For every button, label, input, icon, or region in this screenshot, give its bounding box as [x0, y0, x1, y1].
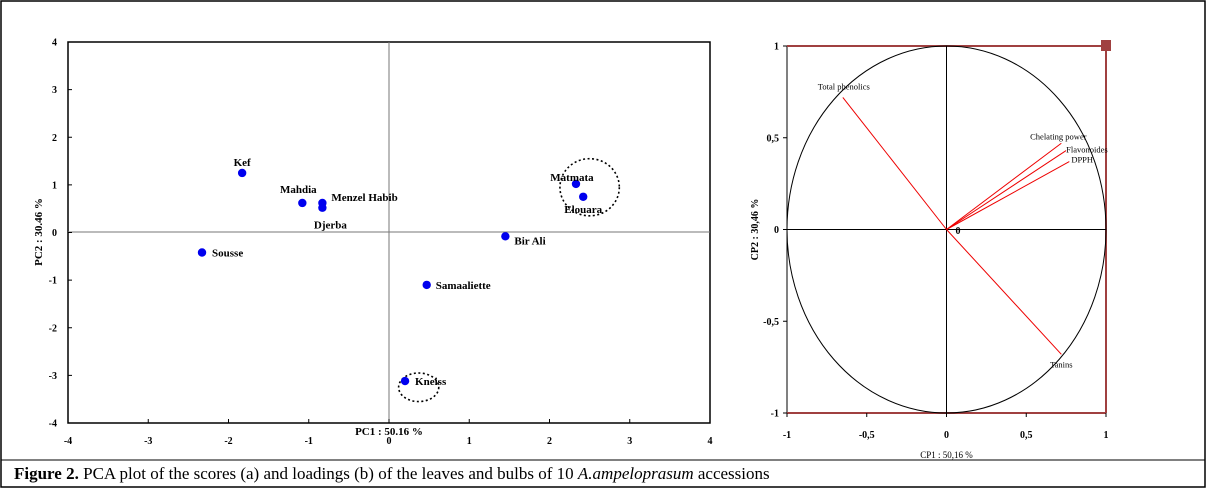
score-point: [400, 376, 410, 386]
loadings-x-tick-label: 1: [1104, 430, 1109, 441]
loadings-x-axis-label: CP1 : 50,16 %: [920, 450, 973, 460]
caption-text: PCA plot of the scores (a) and loadings …: [78, 464, 578, 483]
loadings-y-tick-label: -0,5: [763, 317, 779, 328]
scores-x-tick-label: -1: [305, 436, 313, 447]
scores-x-tick-label: 0: [387, 436, 392, 447]
scores-y-tick-label: -4: [49, 419, 57, 430]
cluster-ellipse: [397, 372, 440, 403]
score-point-label: Sousse: [212, 248, 243, 260]
score-point: [298, 198, 307, 208]
score-point-label: Matmata: [550, 172, 594, 184]
loadings-y-tick-label: 1: [774, 42, 779, 53]
loading-vector-label: Tanins: [1050, 359, 1073, 369]
loadings-x-tick-label: -0,5: [859, 430, 875, 441]
loadings-x-tick-label: 0: [944, 430, 949, 441]
scores-x-tick-label: 3: [627, 436, 632, 447]
scores-plot: -4 -3 -2 -1 0 1 2 3 4 4 3 2 1 0 -1 -2 -3 -4 Kef Mahdia Men…: [33, 38, 713, 448]
score-point-label: Djerba: [314, 220, 347, 232]
score-point-label: Mahdia: [280, 184, 317, 196]
loadings-x-tick-label: -1: [783, 430, 791, 441]
scores-y-axis-label: PC2 : 30.46 %: [33, 198, 45, 266]
loading-vector: [842, 97, 947, 230]
loadings-y-tick-label: 0,5: [767, 133, 780, 144]
figure-caption: Figure 2. PCA plot of the scores (a) and…: [14, 464, 770, 484]
score-point-label: Elouara: [564, 204, 602, 216]
scores-x-axis-label: PC1 : 50.16 %: [355, 426, 423, 438]
scores-x-tick-label: 2: [547, 436, 552, 447]
scores-y-tick-label: -2: [49, 323, 57, 334]
caption-species: A.ampeloprasum: [577, 464, 694, 483]
score-point-label: Kneiss: [415, 376, 447, 388]
scores-y-tick-label: 0: [52, 228, 57, 239]
scores-y-tick-label: -3: [49, 371, 57, 382]
score-point: [422, 280, 431, 290]
loadings-y-tick-label: 0: [774, 225, 779, 236]
score-point: [571, 179, 581, 189]
scores-x-tick-label: 4: [708, 436, 713, 447]
score-point-label: Samaaliette: [436, 280, 491, 292]
scores-y-tick-label: -1: [49, 276, 57, 287]
loadings-y-axis-label: CP2 : 30,46 %: [750, 199, 761, 261]
scores-y-tick-label: 3: [52, 85, 57, 96]
caption-label: Figure 2.: [14, 464, 79, 483]
loading-vector: [946, 229, 1062, 355]
loadings-y-tick-label: -1: [771, 409, 779, 420]
score-point-label: Bir Ali: [514, 235, 545, 247]
scores-x-tick-label: -3: [144, 436, 152, 447]
loadings-plot: -1 -0,5 0 0,5 1 1 0,5 0 -0,5 -1 Total phenolics C…: [750, 40, 1111, 460]
loading-vector: [946, 150, 1067, 230]
score-point: [579, 192, 588, 201]
scores-y-tick-label: 2: [52, 133, 57, 144]
score-point: [237, 168, 247, 178]
scores-x-tick-label: 1: [467, 436, 472, 447]
scores-x-tick-label: -4: [64, 436, 72, 447]
loading-vector-label: Flavonoides: [1066, 145, 1108, 155]
selection-handle: [1101, 40, 1111, 51]
scores-x-tick-label: -2: [224, 436, 232, 447]
score-point: [501, 232, 510, 241]
score-point: [318, 203, 327, 212]
loadings-origin-label: 0: [956, 226, 961, 237]
score-point-label: Kef: [234, 157, 251, 169]
loading-vector: [946, 161, 1070, 230]
scores-y-tick-label: 1: [52, 180, 57, 191]
caption-tail: accessions: [693, 464, 770, 483]
loading-vector-label: Total phenolics: [818, 81, 870, 91]
loading-vector-label: DPPH: [1071, 155, 1093, 165]
score-point-label: Menzel Habib: [331, 192, 397, 204]
loading-vector: [946, 142, 1062, 230]
cluster-ellipse: [559, 157, 621, 217]
loadings-x-tick-label: 0,5: [1020, 430, 1033, 441]
loading-vector-label: Chelating power: [1030, 131, 1087, 141]
score-point: [197, 248, 207, 257]
scores-y-tick-label: 4: [52, 38, 57, 49]
